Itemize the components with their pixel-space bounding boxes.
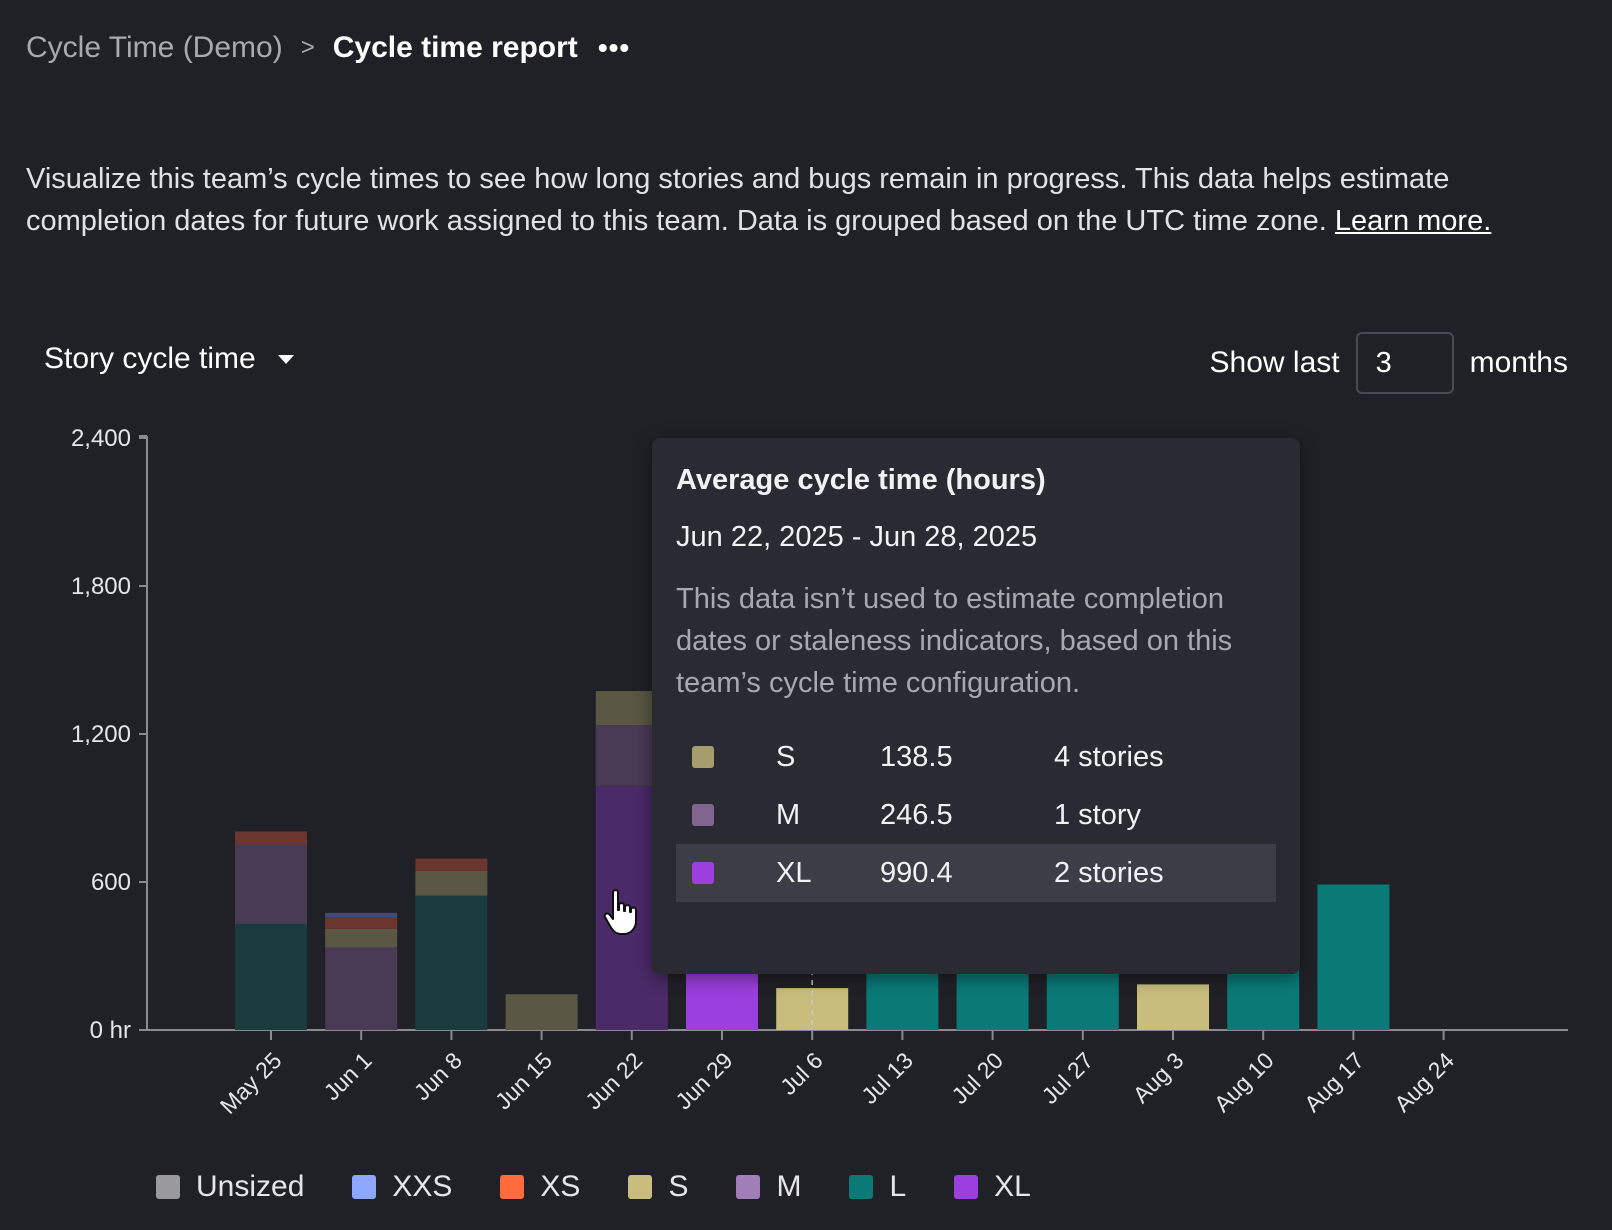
x-tick-label: Jul 6 (775, 1047, 828, 1100)
legend-swatch (500, 1175, 525, 1199)
bar-segment-xs (325, 917, 398, 929)
show-last-label: Show last (1209, 346, 1340, 379)
legend-swatch (352, 1175, 377, 1199)
tooltip-count: 2 stories (1054, 856, 1164, 889)
legend-item-xl[interactable]: XL (954, 1170, 1031, 1204)
legend-label: Unsized (196, 1170, 305, 1203)
tooltip-row-m: M 246.5 1 story (676, 786, 1276, 844)
legend-item-xxs[interactable]: XXS (352, 1170, 452, 1204)
legend-item-unsized[interactable]: Unsized (156, 1170, 304, 1204)
bar-segment-l (415, 895, 488, 1030)
tooltip-row-xl: XL 990.4 2 stories (676, 844, 1276, 902)
report-description: Visualize this team’s cycle times to see… (26, 158, 1566, 242)
tooltip-value: 246.5 (880, 798, 953, 831)
tooltip-title: Average cycle time (hours) (676, 464, 1046, 496)
x-tick-label: Jul 20 (946, 1047, 1008, 1109)
months-input[interactable] (1355, 332, 1454, 394)
tooltip-size: XL (776, 856, 812, 889)
legend-label: M (776, 1170, 802, 1203)
tooltip-note: This data isn’t used to estimate complet… (676, 583, 1233, 699)
legend-label: XL (994, 1170, 1031, 1203)
hand-pointer-icon (603, 889, 637, 935)
tooltip-row-s: S 138.5 4 stories (676, 728, 1276, 786)
legend-swatch (849, 1175, 874, 1199)
bar-segment-m (235, 845, 307, 924)
bar-segment-xs (415, 858, 488, 871)
tooltip-swatch-m (692, 804, 714, 826)
tooltip-size: M (776, 798, 801, 831)
x-tick-label: Aug 3 (1128, 1047, 1189, 1108)
x-tick-label: Jun 29 (670, 1047, 737, 1114)
x-tick-label: Jun 15 (490, 1047, 557, 1114)
bar-segment-xxs (325, 912, 398, 918)
legend-label: L (889, 1170, 907, 1203)
x-tick-label: Jun 1 (319, 1047, 377, 1105)
breadcrumb: Cycle Time (Demo) > Cycle time report ••… (26, 26, 630, 70)
months-unit-label: months (1469, 346, 1568, 379)
tooltip-swatch-xl (692, 862, 714, 884)
legend-label: XXS (392, 1170, 453, 1203)
legend-swatch (156, 1175, 180, 1199)
x-tick-label: Aug 24 (1389, 1047, 1459, 1117)
legend-label: S (668, 1170, 689, 1203)
x-tick-label: Jul 13 (856, 1047, 918, 1109)
tooltip-swatch-s (692, 746, 714, 768)
description-text: Visualize this team’s cycle times to see… (26, 163, 1450, 237)
y-tick-label: 1,800 (71, 573, 131, 600)
breadcrumb-parent-link[interactable]: Cycle Time (Demo) (26, 31, 283, 64)
cycle-time-chart: 2,400 1,800 1,200 600 0 hr May 25 Jun 1 Jun 8 Ju… (71, 425, 1568, 1119)
y-tick-label: 0 hr (90, 1017, 131, 1044)
x-tick-label: Jun 22 (580, 1047, 647, 1114)
x-tick-label: Aug 10 (1209, 1047, 1279, 1117)
tooltip-value: 138.5 (880, 740, 953, 773)
caret-down-icon (277, 354, 294, 364)
bar-segment-m (325, 947, 398, 1030)
legend-swatch (736, 1175, 761, 1199)
y-tick-label: 600 (91, 869, 131, 896)
chart-legend: Unsized XXS XS S M L XL (156, 1170, 1079, 1204)
show-last-control: Show last months (1210, 332, 1568, 394)
bar-segment-s (415, 870, 488, 896)
metric-dropdown[interactable]: Story cycle time (44, 342, 294, 376)
metric-dropdown-label: Story cycle time (44, 342, 256, 375)
tooltip-count: 4 stories (1054, 740, 1164, 773)
bar-segment-s (1137, 984, 1209, 1030)
chart-tooltip: Average cycle time (hours) Jun 22, 2025 … (652, 438, 1300, 974)
tooltip-size: S (776, 740, 796, 773)
bar-segment-s (325, 928, 398, 948)
bar-segment-l (1317, 884, 1390, 1030)
legend-item-s[interactable]: S (628, 1170, 688, 1204)
learn-more-link[interactable]: Learn more. (1334, 205, 1492, 237)
y-tick-label: 2,400 (71, 425, 131, 452)
x-tick-label: Jun 8 (409, 1047, 467, 1105)
legend-item-m[interactable]: M (736, 1170, 801, 1204)
x-tick-label: Aug 17 (1299, 1047, 1369, 1117)
tooltip-value: 990.4 (880, 856, 953, 889)
legend-swatch (954, 1175, 979, 1199)
tooltip-count: 1 story (1054, 798, 1142, 831)
legend-item-l[interactable]: L (849, 1170, 906, 1204)
page-title: Cycle time report (332, 31, 578, 64)
y-tick-label: 1,200 (71, 721, 131, 748)
legend-swatch (628, 1175, 653, 1199)
legend-item-xs[interactable]: XS (500, 1170, 580, 1204)
legend-label: XS (540, 1170, 581, 1203)
tooltip-date-range: Jun 22, 2025 - Jun 28, 2025 (676, 521, 1038, 553)
bar-segment-xs (235, 831, 307, 845)
x-tick-label: May 25 (215, 1047, 287, 1119)
x-tick-label: Jul 27 (1037, 1047, 1099, 1109)
more-horizontal-icon[interactable]: ••• (597, 32, 631, 63)
tooltip-rows: S 138.5 4 stories M 246.5 1 story XL 990… (676, 728, 1276, 902)
bar-segment-l (235, 923, 307, 1030)
breadcrumb-separator: > (300, 34, 315, 61)
bar-segment-s (505, 994, 578, 1030)
